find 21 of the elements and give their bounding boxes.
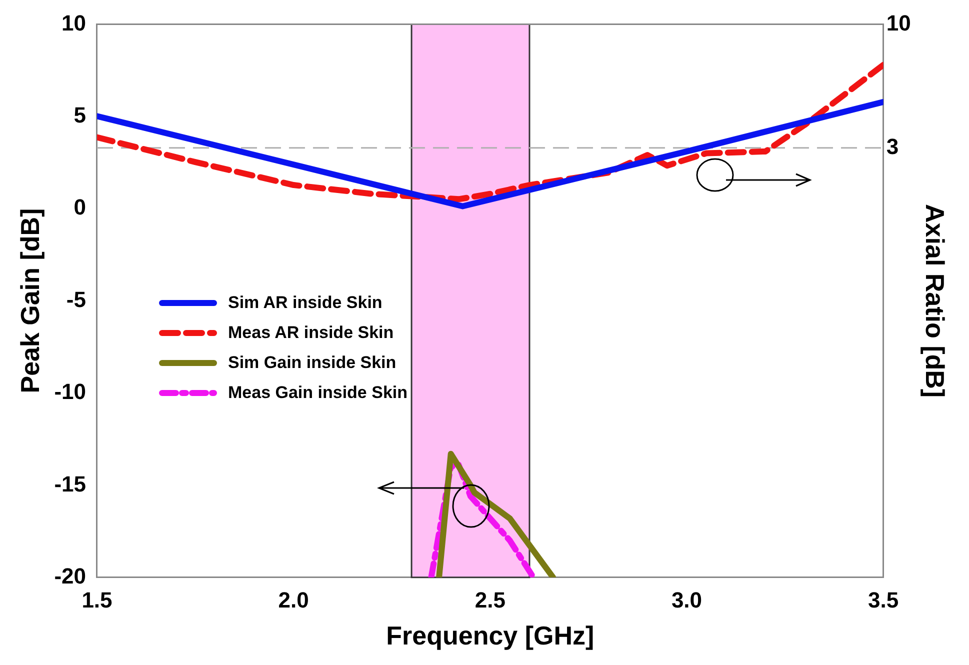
y-tick-label: 10 — [62, 10, 86, 36]
y2-axis-title: Axial Ratio [dB] — [920, 204, 950, 398]
x-tick-label: 2.5 — [474, 588, 506, 613]
x-tick-label: 3.5 — [868, 588, 899, 613]
x-tick-label: 1.5 — [82, 588, 112, 613]
y-axis-title: Peak Gain [dB] — [14, 208, 45, 394]
y-tick-label: -5 — [66, 286, 86, 312]
y-tick-label: 0 — [74, 194, 86, 220]
legend-label: Meas AR inside Skin — [228, 322, 394, 344]
legend-label: Sim AR inside Skin — [228, 292, 382, 314]
y-tick-label: -15 — [54, 471, 86, 496]
y-tick-label: -10 — [54, 379, 86, 404]
legend-label: Sim Gain inside Skin — [228, 352, 396, 374]
y2-tick-label: 3 — [886, 134, 899, 159]
x-tick-label: 2.0 — [278, 588, 309, 613]
x-axis-title: Frequency [GHz] — [386, 620, 594, 651]
y-tick-label: -20 — [54, 563, 86, 588]
y2-tick-label: 10 — [886, 10, 911, 36]
legend-label: Meas Gain inside Skin — [228, 382, 408, 404]
x-tick-label: 3.0 — [671, 588, 702, 613]
y-tick-label: 5 — [74, 102, 86, 128]
